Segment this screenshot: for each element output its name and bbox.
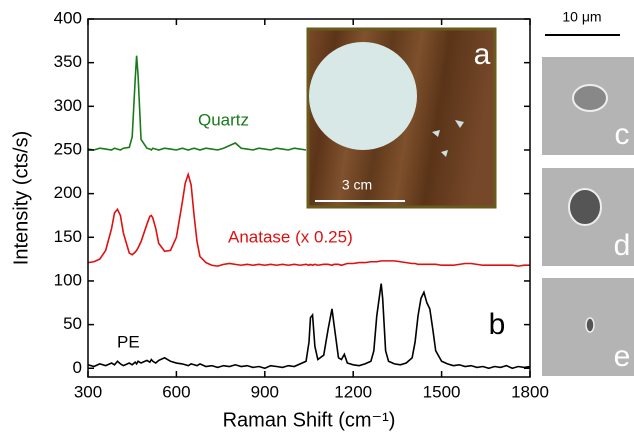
spectrum-line (88, 284, 530, 369)
panel-label: a (474, 38, 491, 71)
panel-label: e (614, 340, 631, 373)
y-tick-label: 200 (54, 183, 82, 202)
y-tick-label: 400 (54, 8, 82, 27)
figure: Quartz Anatase (x 0.25) PE b 300 600 900 1200 15… (0, 0, 634, 438)
y-tick-label: 250 (54, 139, 82, 158)
y-tick-label: 0 (73, 358, 82, 377)
x-tick-label: 600 (162, 382, 190, 401)
particle (573, 85, 607, 111)
y-tick-label: 100 (54, 270, 82, 289)
y-tick-label: 300 (54, 96, 82, 115)
panel-label: b (489, 308, 506, 341)
x-tick-label: 1200 (334, 382, 372, 401)
particle (586, 318, 594, 332)
series-label: Anatase (x 0.25) (228, 227, 353, 246)
spectrum-line (88, 56, 306, 150)
x-axis-title: Raman Shift (cm⁻¹) (223, 409, 396, 431)
series-label: Quartz (198, 110, 249, 129)
y-axis-title: Intensity (cts/s) (10, 131, 32, 265)
disc (309, 42, 417, 150)
panel-label: c (615, 118, 630, 151)
panel-label: d (614, 229, 631, 262)
photo-inset: 3 cm a (308, 29, 495, 207)
y-tick-label: 50 (63, 314, 82, 333)
micro-panels: 10 μm c d e (542, 9, 634, 376)
y-tick-label: 150 (54, 227, 82, 246)
scale-label: 3 cm (342, 177, 372, 193)
y-tick-label: 350 (54, 52, 82, 71)
particle (569, 189, 601, 225)
x-tick-label: 1800 (511, 382, 549, 401)
series-label: PE (117, 332, 140, 351)
x-tick-label: 900 (251, 382, 279, 401)
x-tick-label: 300 (74, 382, 102, 401)
scale-label: 10 μm (562, 9, 601, 25)
x-tick-label: 1500 (423, 382, 461, 401)
